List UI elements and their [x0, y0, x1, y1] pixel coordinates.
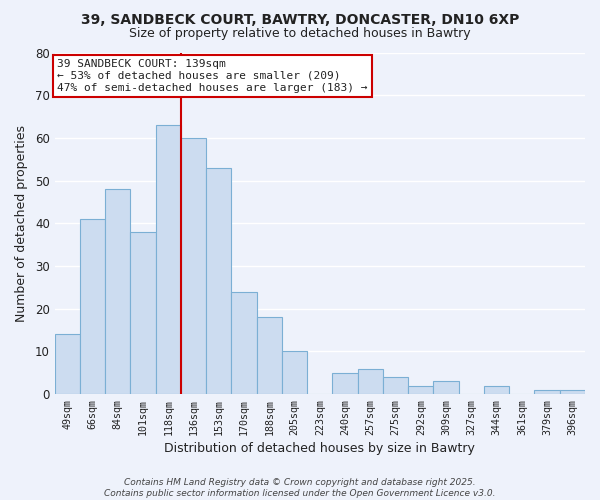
Text: Size of property relative to detached houses in Bawtry: Size of property relative to detached ho…	[129, 26, 471, 40]
Bar	[55, 334, 80, 394]
X-axis label: Distribution of detached houses by size in Bawtry: Distribution of detached houses by size …	[164, 442, 475, 455]
Bar	[535, 390, 560, 394]
Bar	[206, 168, 232, 394]
Bar	[332, 373, 358, 394]
Text: Contains HM Land Registry data © Crown copyright and database right 2025.
Contai: Contains HM Land Registry data © Crown c…	[104, 478, 496, 498]
Bar	[383, 377, 408, 394]
Bar	[408, 386, 433, 394]
Bar	[282, 352, 307, 394]
Bar	[80, 219, 105, 394]
Bar	[257, 318, 282, 394]
Y-axis label: Number of detached properties: Number of detached properties	[15, 125, 28, 322]
Bar	[484, 386, 509, 394]
Bar	[155, 125, 181, 394]
Bar	[181, 138, 206, 394]
Bar	[105, 189, 130, 394]
Text: 39 SANDBECK COURT: 139sqm
← 53% of detached houses are smaller (209)
47% of semi: 39 SANDBECK COURT: 139sqm ← 53% of detac…	[58, 60, 368, 92]
Bar	[130, 232, 155, 394]
Bar	[358, 368, 383, 394]
Text: 39, SANDBECK COURT, BAWTRY, DONCASTER, DN10 6XP: 39, SANDBECK COURT, BAWTRY, DONCASTER, D…	[81, 12, 519, 26]
Bar	[560, 390, 585, 394]
Bar	[433, 382, 459, 394]
Bar	[232, 292, 257, 394]
